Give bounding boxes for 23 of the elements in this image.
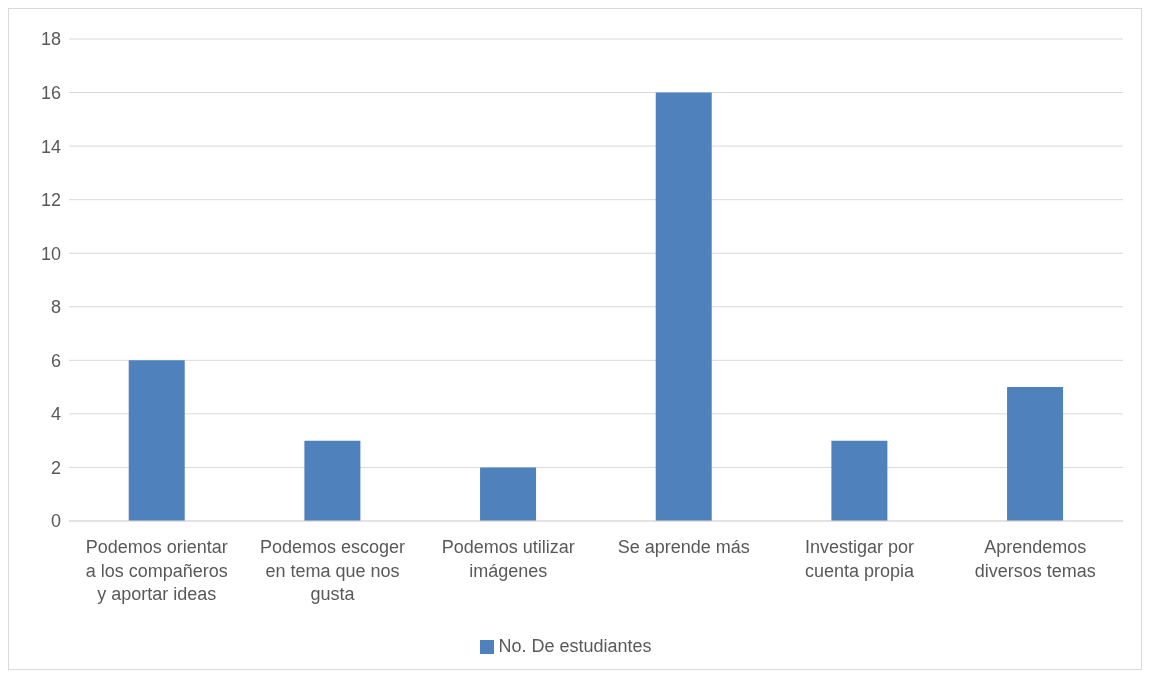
y-tick-label: 10 (40, 243, 61, 264)
bar (128, 360, 185, 521)
x-tick-label: Podemos utilizar imágenes (441, 537, 575, 581)
y-tick-label: 6 (50, 350, 61, 371)
bar (1007, 387, 1064, 521)
bar (655, 92, 712, 521)
x-tick-label: Aprendemos diversos temas (974, 537, 1096, 581)
x-tick-label: Investigar por cuenta propia (804, 537, 916, 581)
bar (304, 440, 361, 521)
bar (480, 467, 537, 521)
y-tick-label: 18 (40, 29, 61, 50)
y-tick-label: 2 (50, 457, 61, 478)
x-tick-label: Se aprende más (617, 537, 750, 558)
x-tick-label: Podemos escoger en tema que nos gusta (259, 537, 406, 604)
x-tick-label: Podemos orientar a los compañeros y aportar ideas (85, 537, 228, 604)
y-tick-label: 16 (40, 82, 61, 103)
y-tick-label: 4 (50, 404, 61, 425)
y-tick-label: 8 (50, 297, 61, 318)
y-tick-label: 12 (40, 190, 61, 211)
legend-label: No. De estudiantes (498, 636, 652, 656)
y-tick-label: 14 (40, 136, 61, 157)
bar (831, 440, 888, 521)
y-tick-label: 0 (50, 511, 61, 532)
